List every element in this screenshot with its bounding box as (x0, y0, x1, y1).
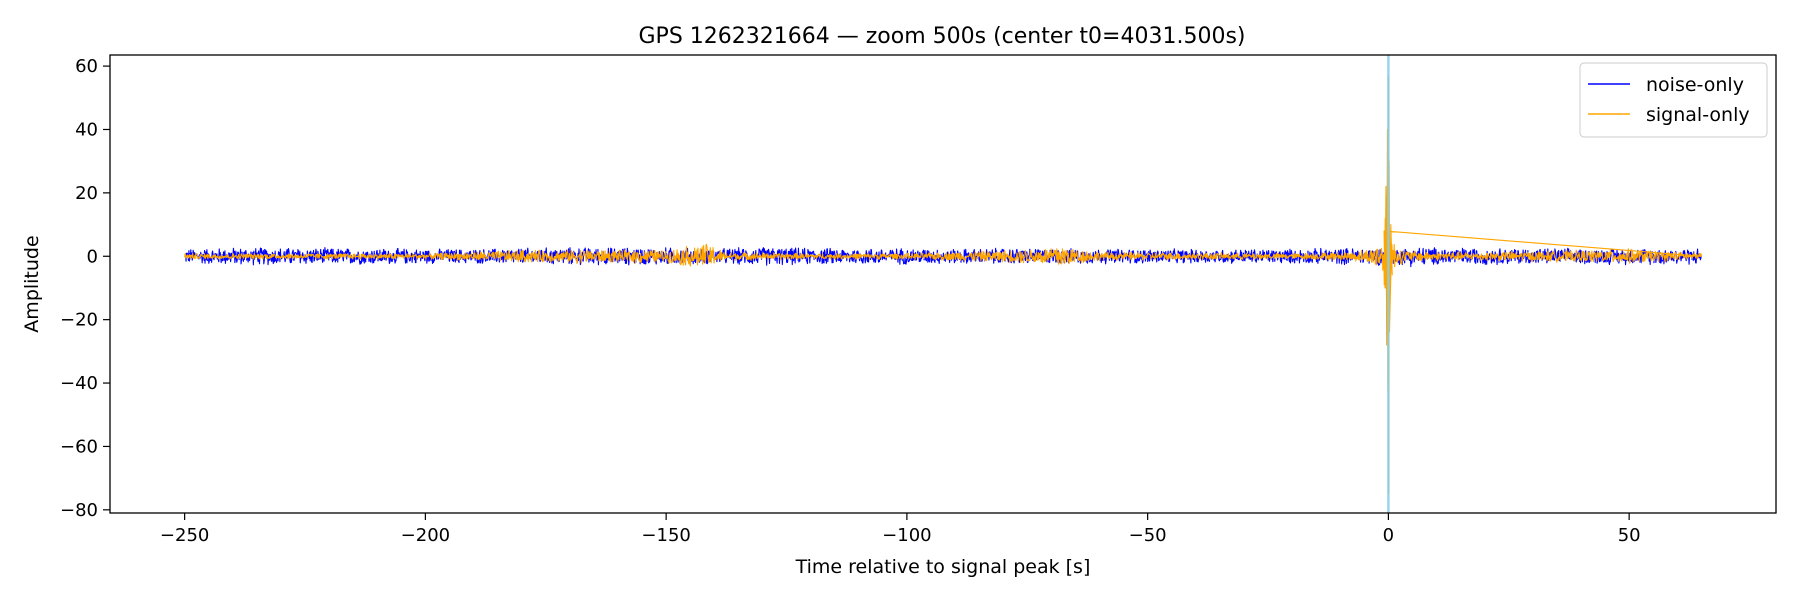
y-tick-label: 60 (75, 56, 98, 77)
y-tick-label: 20 (75, 183, 98, 204)
x-tick-label: −50 (1129, 525, 1167, 546)
x-tick-label: 50 (1618, 525, 1641, 546)
y-tick-label: −20 (60, 310, 98, 331)
x-tick-label: 0 (1383, 525, 1394, 546)
plot-frame (109, 54, 1777, 514)
legend-label-signal-only: signal-only (1646, 104, 1750, 126)
legend-box (1579, 62, 1768, 138)
x-tick-label: −150 (641, 525, 690, 546)
x-tick-label: −250 (160, 525, 209, 546)
legend-label-noise-only: noise-only (1646, 74, 1744, 96)
series-line-signal-only (184, 75, 1702, 495)
x-tick-label: −100 (882, 525, 931, 546)
y-tick-label: 0 (87, 246, 98, 267)
x-tick-label: −200 (401, 525, 450, 546)
x-axis-label: Time relative to signal peak [s] (795, 556, 1091, 578)
y-tick-label: −40 (60, 373, 98, 394)
plot-area (184, 55, 1702, 513)
x-axis: −250 −200 −150 −100 −50 0 50 (160, 513, 1641, 546)
chart-title: GPS 1262321664 — zoom 500s (center t0=40… (639, 24, 1246, 49)
y-axis: 60 40 20 0 −20 −40 −60 −80 (60, 56, 110, 521)
y-tick-label: −60 (60, 436, 98, 457)
legend: noise-only signal-only (1579, 62, 1768, 138)
y-tick-label: −80 (60, 500, 98, 521)
y-axis-label: Amplitude (21, 235, 43, 332)
y-tick-label: 40 (75, 119, 98, 140)
